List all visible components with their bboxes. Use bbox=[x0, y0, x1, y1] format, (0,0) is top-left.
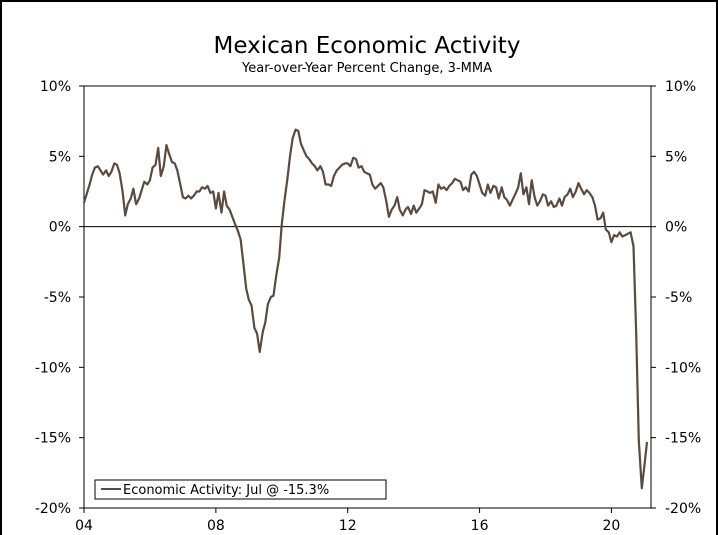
legend: Economic Activity: Jul @ -15.3% bbox=[94, 479, 387, 500]
y-tick-label-right: -10% bbox=[665, 360, 701, 376]
y-axis-left: 10% 5% 0% -5% -10% -15% -20% bbox=[35, 79, 71, 517]
y-tick-label-left: 0% bbox=[49, 220, 71, 236]
x-axis: 04 08 12 16 20 bbox=[75, 518, 620, 534]
y-tick-label-right: 0% bbox=[665, 220, 687, 236]
chart-subtitle: Year-over-Year Percent Change, 3-MMA bbox=[241, 61, 492, 76]
y-tick-label-left: 10% bbox=[40, 79, 71, 95]
x-tick-label: 04 bbox=[75, 518, 93, 534]
x-tick-label: 08 bbox=[207, 518, 225, 534]
y-axis-right: 10% 5% 0% -5% -10% -15% -20% bbox=[665, 79, 701, 517]
axis-ticks bbox=[79, 85, 656, 513]
series-line bbox=[82, 128, 649, 490]
y-tick-label-left: -15% bbox=[35, 431, 71, 447]
plot-area bbox=[83, 85, 652, 509]
y-tick-label-left: -20% bbox=[35, 501, 71, 517]
y-tick-label-right: 10% bbox=[665, 79, 696, 95]
series-layer bbox=[82, 128, 649, 490]
x-tick-label: 16 bbox=[471, 518, 489, 534]
y-tick-label-right: 5% bbox=[665, 149, 687, 165]
y-tick-label-right: -5% bbox=[665, 290, 692, 306]
legend-label: Economic Activity: Jul @ -15.3% bbox=[123, 483, 329, 498]
y-tick-label-right: -15% bbox=[665, 431, 701, 447]
y-tick-label-left: 5% bbox=[49, 149, 71, 165]
x-tick-label: 20 bbox=[603, 518, 621, 534]
y-tick-label-right: -20% bbox=[665, 501, 701, 517]
y-tick-label-left: -10% bbox=[35, 360, 71, 376]
chart-title: Mexican Economic Activity bbox=[214, 33, 521, 59]
y-tick-label-left: -5% bbox=[44, 290, 71, 306]
x-tick-label: 12 bbox=[339, 518, 357, 534]
legend-box bbox=[94, 479, 387, 500]
